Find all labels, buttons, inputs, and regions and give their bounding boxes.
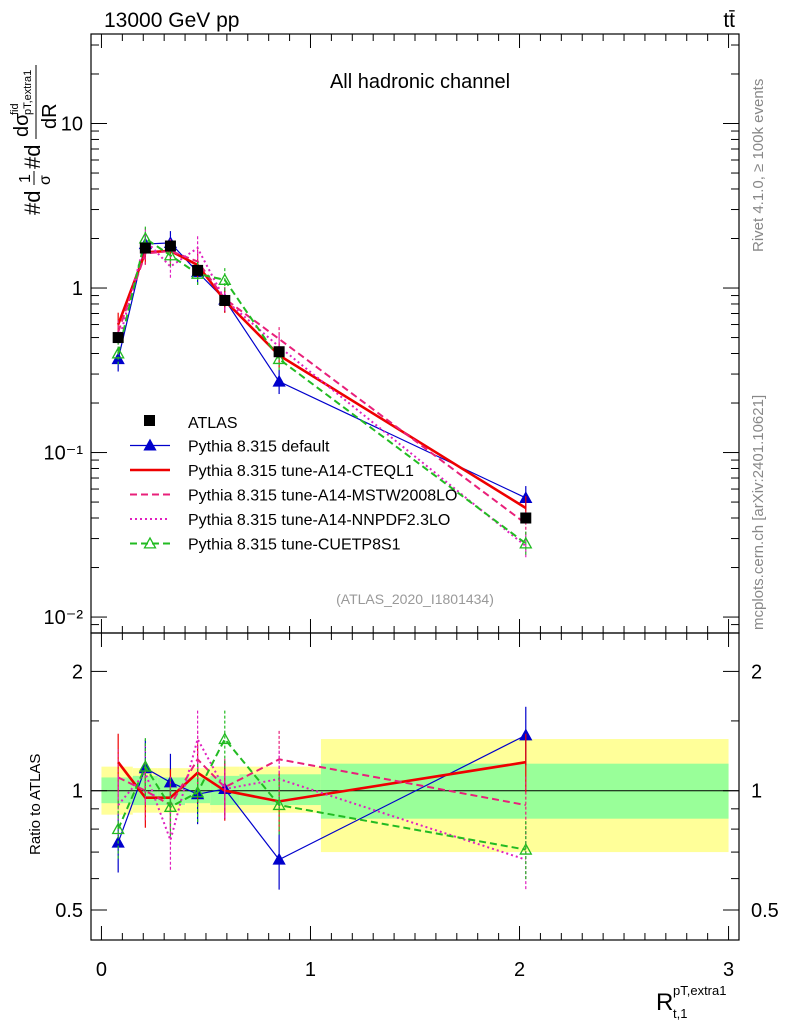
ratio-y-tick-label-right: 0.5 — [751, 900, 779, 922]
svg-text:#d: #d — [20, 145, 45, 169]
x-tick-label: 0 — [96, 959, 107, 981]
main-point — [519, 536, 533, 549]
atlas-data-point — [219, 294, 231, 306]
y-tick-label: 1 — [72, 278, 83, 300]
ratio-series-line — [117, 757, 526, 807]
channel-label: All hadronic channel — [330, 71, 510, 93]
ratio-y-axis-label: Ratio to ATLAS — [27, 754, 44, 855]
atlas-data-point — [164, 240, 176, 252]
main-point — [272, 374, 286, 387]
main-series-line — [117, 249, 527, 525]
ratio-y-tick-label-right: 2 — [751, 661, 762, 683]
atlas-data-point — [273, 346, 285, 358]
svg-text:pT,extra1: pT,extra1 — [22, 70, 34, 115]
mcplots-label: mcplots.cern.ch [arXiv:2401.10621] — [750, 395, 767, 630]
legend-label: Pythia 8.315 tune-A14-CTEQL1 — [188, 463, 414, 480]
svg-text:dσ: dσ — [11, 113, 33, 137]
legend-label: Pythia 8.315 tune-A14-NNPDF2.3LO — [188, 512, 450, 529]
svg-text:dR: dR — [39, 103, 61, 129]
ratio-point — [191, 785, 205, 798]
main-point — [218, 273, 232, 285]
legend-label: Pythia 8.315 tune-A14-MSTW2008LO — [188, 488, 457, 505]
axes-ticks: 0 1 2 3 10⁻² 10⁻¹ 1 10 0.5 0.5 1 1 2 2 — [44, 34, 779, 981]
rivet-version-label: Rivet 4.1.0, ≥ 100k events — [750, 79, 767, 252]
svg-text:#d: #d — [20, 191, 45, 215]
y-tick-label: 10⁻² — [44, 607, 84, 629]
x-tick-label: 2 — [514, 959, 525, 981]
main-point — [111, 346, 125, 359]
legend-marker — [143, 438, 157, 451]
legend-label: Pythia 8.315 default — [188, 439, 330, 456]
main-point — [272, 352, 286, 365]
x-tick-label: 1 — [305, 959, 316, 981]
legend-label: Pythia 8.315 tune-CUETP8S1 — [188, 537, 401, 554]
ratio-point — [272, 798, 286, 811]
ratio-y-tick-label: 2 — [72, 661, 83, 683]
ratio-series-line — [117, 737, 526, 851]
legend: ATLAS Pythia 8.315 default Pythia 8.315 tu… — [130, 415, 457, 554]
svg-text:R: R — [656, 989, 673, 1016]
process-label: tt̄ — [723, 9, 735, 32]
ratio-point — [272, 852, 286, 865]
legend-marker — [143, 536, 157, 549]
y-tick-label: 10⁻¹ — [44, 443, 84, 465]
svg-text:1: 1 — [17, 174, 34, 183]
main-series-line — [117, 242, 527, 499]
y-tick-label: 10 — [61, 114, 83, 136]
legend-marker-atlas — [144, 415, 155, 426]
x-tick-label: 3 — [723, 959, 734, 981]
ratio-point — [138, 759, 152, 772]
main-y-axis-label: #d 1 σ #d dσ fid pT,extra1 dR — [9, 65, 61, 215]
legend-label: ATLAS — [188, 415, 238, 432]
svg-text:t,1: t,1 — [673, 1006, 687, 1021]
energy-label: 13000 GeV pp — [104, 9, 239, 32]
main-point — [163, 248, 178, 261]
atlas-data-point — [139, 242, 151, 254]
ratio-point — [218, 732, 232, 745]
ratio-point — [519, 842, 533, 855]
atlas-data-point — [192, 264, 204, 276]
atlas-data-point — [520, 512, 532, 524]
ratio-y-tick-label-right: 1 — [751, 781, 762, 803]
ratio-point — [163, 800, 178, 812]
ratio-point — [111, 822, 125, 835]
x-axis-label: R t,1 pT,extra1 — [656, 983, 726, 1021]
ratio-y-tick-label: 0.5 — [55, 900, 83, 922]
atlas-data-points — [112, 240, 532, 524]
svg-text:pT,extra1: pT,extra1 — [673, 983, 726, 998]
svg-text:fid: fid — [9, 103, 21, 115]
atlas-data-point — [112, 332, 124, 344]
svg-text:σ: σ — [37, 175, 54, 185]
analysis-label: (ATLAS_2020_I1801434) — [336, 591, 494, 607]
ratio-y-tick-label: 1 — [72, 781, 83, 803]
